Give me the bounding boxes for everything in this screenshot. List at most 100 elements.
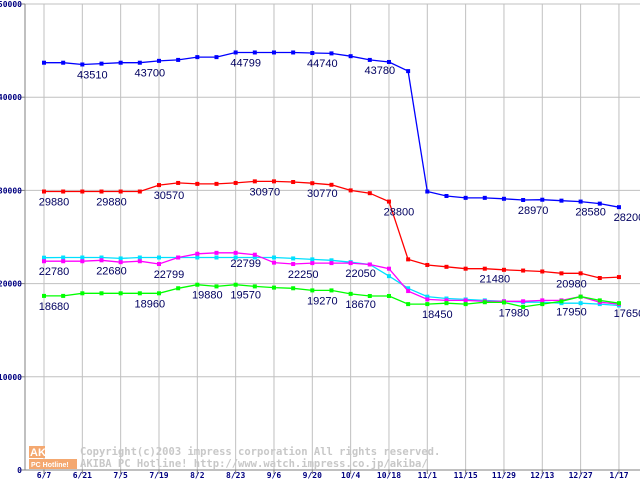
- data-point-blue: [348, 54, 353, 59]
- data-point-magenta: [176, 255, 181, 260]
- x-tick-label: 10/18: [377, 471, 401, 480]
- data-point-cyan: [137, 255, 142, 260]
- x-tick-label: 9/6: [267, 471, 282, 480]
- data-point-red: [233, 180, 238, 185]
- data-point-magenta: [252, 252, 257, 257]
- data-point-magenta: [214, 250, 219, 255]
- data-point-red: [214, 181, 219, 186]
- data-label: 30970: [250, 186, 281, 198]
- data-point-red: [156, 183, 161, 188]
- data-point-magenta: [291, 262, 296, 267]
- data-point-green: [386, 293, 391, 298]
- x-tick-label: 11/15: [454, 471, 478, 480]
- data-point-blue: [425, 189, 430, 194]
- logo-top: AKIBA: [30, 447, 65, 459]
- data-point-blue: [329, 51, 334, 56]
- data-point-blue: [501, 196, 506, 201]
- data-point-magenta: [137, 259, 142, 264]
- x-tick-label: 12/13: [530, 471, 554, 480]
- data-point-green: [501, 300, 506, 305]
- logo-box: [29, 459, 77, 469]
- data-point-red: [271, 179, 276, 184]
- data-point-cyan: [310, 257, 315, 262]
- data-point-red: [252, 179, 257, 184]
- data-label: 22050: [345, 268, 376, 280]
- data-label: 22780: [39, 266, 70, 278]
- data-label: 17980: [499, 307, 530, 319]
- data-point-red: [99, 189, 104, 194]
- data-point-magenta: [540, 298, 545, 303]
- data-point-green: [99, 291, 104, 296]
- data-point-red: [501, 267, 506, 272]
- data-point-cyan: [425, 294, 430, 299]
- data-point-red: [367, 191, 372, 196]
- data-point-red: [348, 188, 353, 193]
- data-label: 18680: [39, 301, 70, 313]
- data-point-magenta: [271, 260, 276, 265]
- data-point-magenta: [348, 261, 353, 266]
- data-point-red: [61, 189, 66, 194]
- x-tick-label: 7/19: [149, 471, 168, 480]
- data-point-green: [176, 286, 181, 291]
- data-point-green: [348, 291, 353, 296]
- data-label: 22799: [230, 258, 261, 270]
- data-point-blue: [271, 50, 276, 55]
- url-line: AKIBA PC Hotline! http://www.watch.impre…: [80, 458, 428, 470]
- data-point-blue: [99, 61, 104, 66]
- y-tick-label: 50000: [0, 0, 22, 9]
- x-tick-label: 8/2: [190, 471, 205, 480]
- data-point-green: [444, 301, 449, 306]
- data-point-blue: [156, 58, 161, 63]
- data-point-magenta: [99, 258, 104, 263]
- data-point-blue: [42, 60, 46, 65]
- data-point-cyan: [156, 255, 161, 260]
- data-label: 44740: [307, 58, 338, 70]
- data-point-blue: [386, 59, 391, 64]
- data-point-green: [195, 282, 200, 287]
- data-point-blue: [463, 195, 468, 200]
- data-point-blue: [521, 197, 526, 202]
- data-label: 22799: [154, 269, 185, 281]
- data-point-cyan: [252, 255, 257, 260]
- data-point-blue: [252, 50, 257, 55]
- data-point-green: [156, 291, 161, 296]
- data-point-blue: [482, 195, 487, 200]
- data-point-magenta: [386, 266, 391, 271]
- data-point-cyan: [99, 255, 104, 260]
- data-point-blue: [80, 62, 85, 67]
- data-point-green: [118, 291, 123, 296]
- data-point-red: [406, 257, 411, 262]
- data-point-cyan: [42, 255, 46, 260]
- x-tick-label: 9/20: [303, 471, 322, 480]
- data-point-red: [540, 269, 545, 274]
- data-point-magenta: [463, 298, 468, 303]
- data-point-blue: [291, 50, 296, 55]
- data-point-blue: [233, 50, 238, 55]
- x-tick-label: 6/7: [37, 471, 52, 480]
- data-point-red: [386, 199, 391, 204]
- data-point-blue: [176, 57, 181, 62]
- y-tick-label: 40000: [0, 93, 22, 102]
- data-point-magenta: [156, 262, 161, 267]
- data-point-green: [80, 291, 85, 296]
- data-label: 22680: [96, 265, 127, 277]
- y-tick-label: 10000: [0, 373, 22, 382]
- data-point-blue: [597, 201, 602, 206]
- data-label: 18670: [345, 299, 376, 311]
- data-point-blue: [406, 69, 411, 74]
- data-label: 19570: [230, 290, 261, 302]
- data-point-red: [137, 189, 142, 194]
- data-point-green: [61, 293, 66, 298]
- grid: [25, 3, 640, 470]
- data-label: 29880: [96, 197, 127, 209]
- x-tick-label: 8/23: [226, 471, 245, 480]
- data-point-magenta: [42, 259, 46, 264]
- data-label: 28970: [518, 205, 549, 217]
- data-point-red: [118, 189, 123, 194]
- data-point-green: [616, 301, 621, 306]
- x-tick-label: 6/21: [73, 471, 92, 480]
- data-point-cyan: [386, 274, 391, 279]
